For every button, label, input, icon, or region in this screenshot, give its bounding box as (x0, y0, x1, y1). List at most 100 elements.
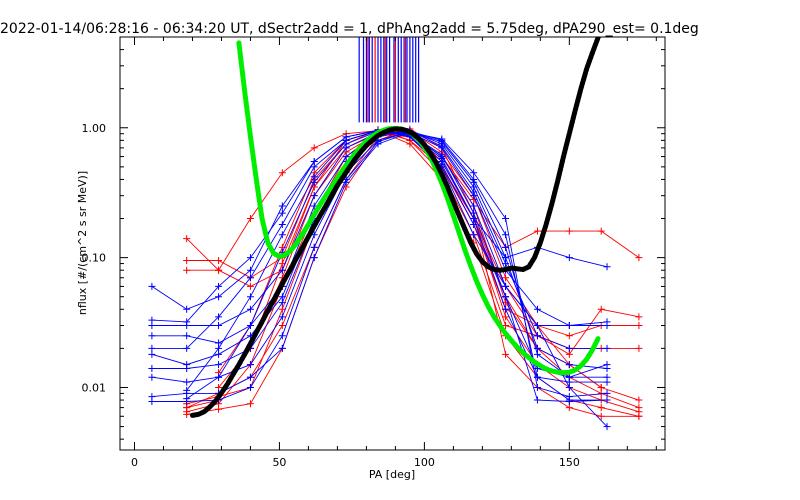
data-point-red (502, 350, 510, 358)
data-point-blue (533, 322, 541, 330)
data-point-blue (565, 344, 573, 352)
data-point-blue (533, 332, 541, 340)
data-point-blue (565, 322, 573, 330)
series-line-blue (151, 132, 608, 344)
data-point-red (278, 169, 286, 177)
data-point-blue (603, 344, 611, 352)
data-point-blue (438, 154, 446, 162)
data-point-blue (183, 305, 191, 313)
x-axis: 0 50 100 150 (131, 37, 657, 469)
data-point-blue (533, 396, 541, 404)
data-point-blue (148, 373, 156, 381)
data-point-red (597, 305, 605, 313)
series-line-blue (151, 130, 607, 402)
data-point-blue (502, 231, 510, 239)
data-point-blue (310, 243, 318, 251)
data-point-blue (148, 316, 156, 324)
data-point-blue (533, 383, 541, 391)
data-point-blue (342, 178, 350, 186)
data-point-blue (215, 373, 223, 381)
data-point-red (565, 227, 573, 235)
data-point-blue (148, 365, 156, 373)
data-point-red (635, 412, 643, 420)
data-point-blue (246, 305, 254, 313)
plot-area (148, 37, 643, 431)
data-point-blue (246, 361, 254, 369)
data-point-blue (565, 361, 573, 369)
data-point-red (183, 266, 191, 274)
data-point-blue (603, 361, 611, 369)
data-point-blue (565, 373, 573, 381)
data-point-blue (148, 393, 156, 401)
data-point-red (183, 257, 191, 265)
data-point-blue (183, 386, 191, 394)
data-point-blue (215, 313, 223, 321)
data-point-red (565, 404, 573, 412)
data-point-blue (183, 318, 191, 326)
data-point-red (597, 383, 605, 391)
data-point-blue (246, 266, 254, 274)
data-point-red (635, 396, 643, 404)
data-point-blue (246, 383, 254, 391)
data-point-red (183, 235, 191, 243)
data-point-blue (603, 389, 611, 397)
data-point-blue (215, 350, 223, 358)
data-point-blue (183, 378, 191, 386)
series-line-blue (151, 132, 608, 398)
y-tick-label: 1.00 (82, 122, 107, 135)
data-point-red (278, 322, 286, 330)
data-point-blue (183, 395, 191, 403)
y-axis: 0.01 0.10 1.00 (82, 36, 665, 440)
data-point-blue (246, 373, 254, 381)
y-tick-label: 0.10 (82, 252, 107, 265)
data-point-red (635, 344, 643, 352)
data-point-blue (603, 378, 611, 386)
data-point-red (502, 322, 510, 330)
data-point-blue (215, 344, 223, 352)
data-point-blue (278, 299, 286, 307)
data-point-red (246, 215, 254, 223)
data-point-red (310, 144, 318, 152)
data-point-blue (148, 332, 156, 340)
data-point-blue (278, 209, 286, 217)
data-point-blue (502, 254, 510, 262)
data-point-red (533, 227, 541, 235)
data-point-blue (310, 254, 318, 262)
data-point-blue (533, 373, 541, 381)
data-point-blue (438, 135, 446, 143)
y-tick-label: 0.01 (82, 381, 107, 394)
data-point-blue (183, 344, 191, 352)
data-point-blue (603, 263, 611, 271)
data-point-blue (310, 192, 318, 200)
data-point-blue (148, 350, 156, 358)
data-point-blue (278, 231, 286, 239)
data-point-blue (470, 231, 478, 239)
data-point-red (565, 350, 573, 358)
data-point-blue (470, 169, 478, 177)
series-line-blue (151, 131, 607, 383)
data-point-blue (603, 423, 611, 431)
data-point-red (215, 266, 223, 274)
series-line-blue (151, 130, 608, 427)
x-tick-label: 0 (131, 456, 138, 469)
data-point-blue (183, 332, 191, 340)
data-point-red (502, 274, 510, 282)
data-point-blue (310, 157, 318, 165)
series-line-blue (151, 129, 608, 378)
data-point-blue (565, 254, 573, 262)
data-point-blue (215, 293, 223, 301)
data-point-blue (183, 365, 191, 373)
data-point-red (565, 332, 573, 340)
data-point-blue (374, 140, 382, 148)
data-point-red (278, 305, 286, 313)
data-point-blue (470, 175, 478, 183)
x-axis-label: PA [deg] (369, 468, 415, 481)
chart-title: 2022-01-14/06:28:16 - 06:34:20 UT, dSect… (0, 21, 699, 37)
data-point-blue (278, 344, 286, 352)
data-point-red (597, 227, 605, 235)
series-line-red (218, 130, 602, 388)
data-point-blue (278, 313, 286, 321)
data-point-red (502, 313, 510, 321)
data-point-blue (470, 215, 478, 223)
